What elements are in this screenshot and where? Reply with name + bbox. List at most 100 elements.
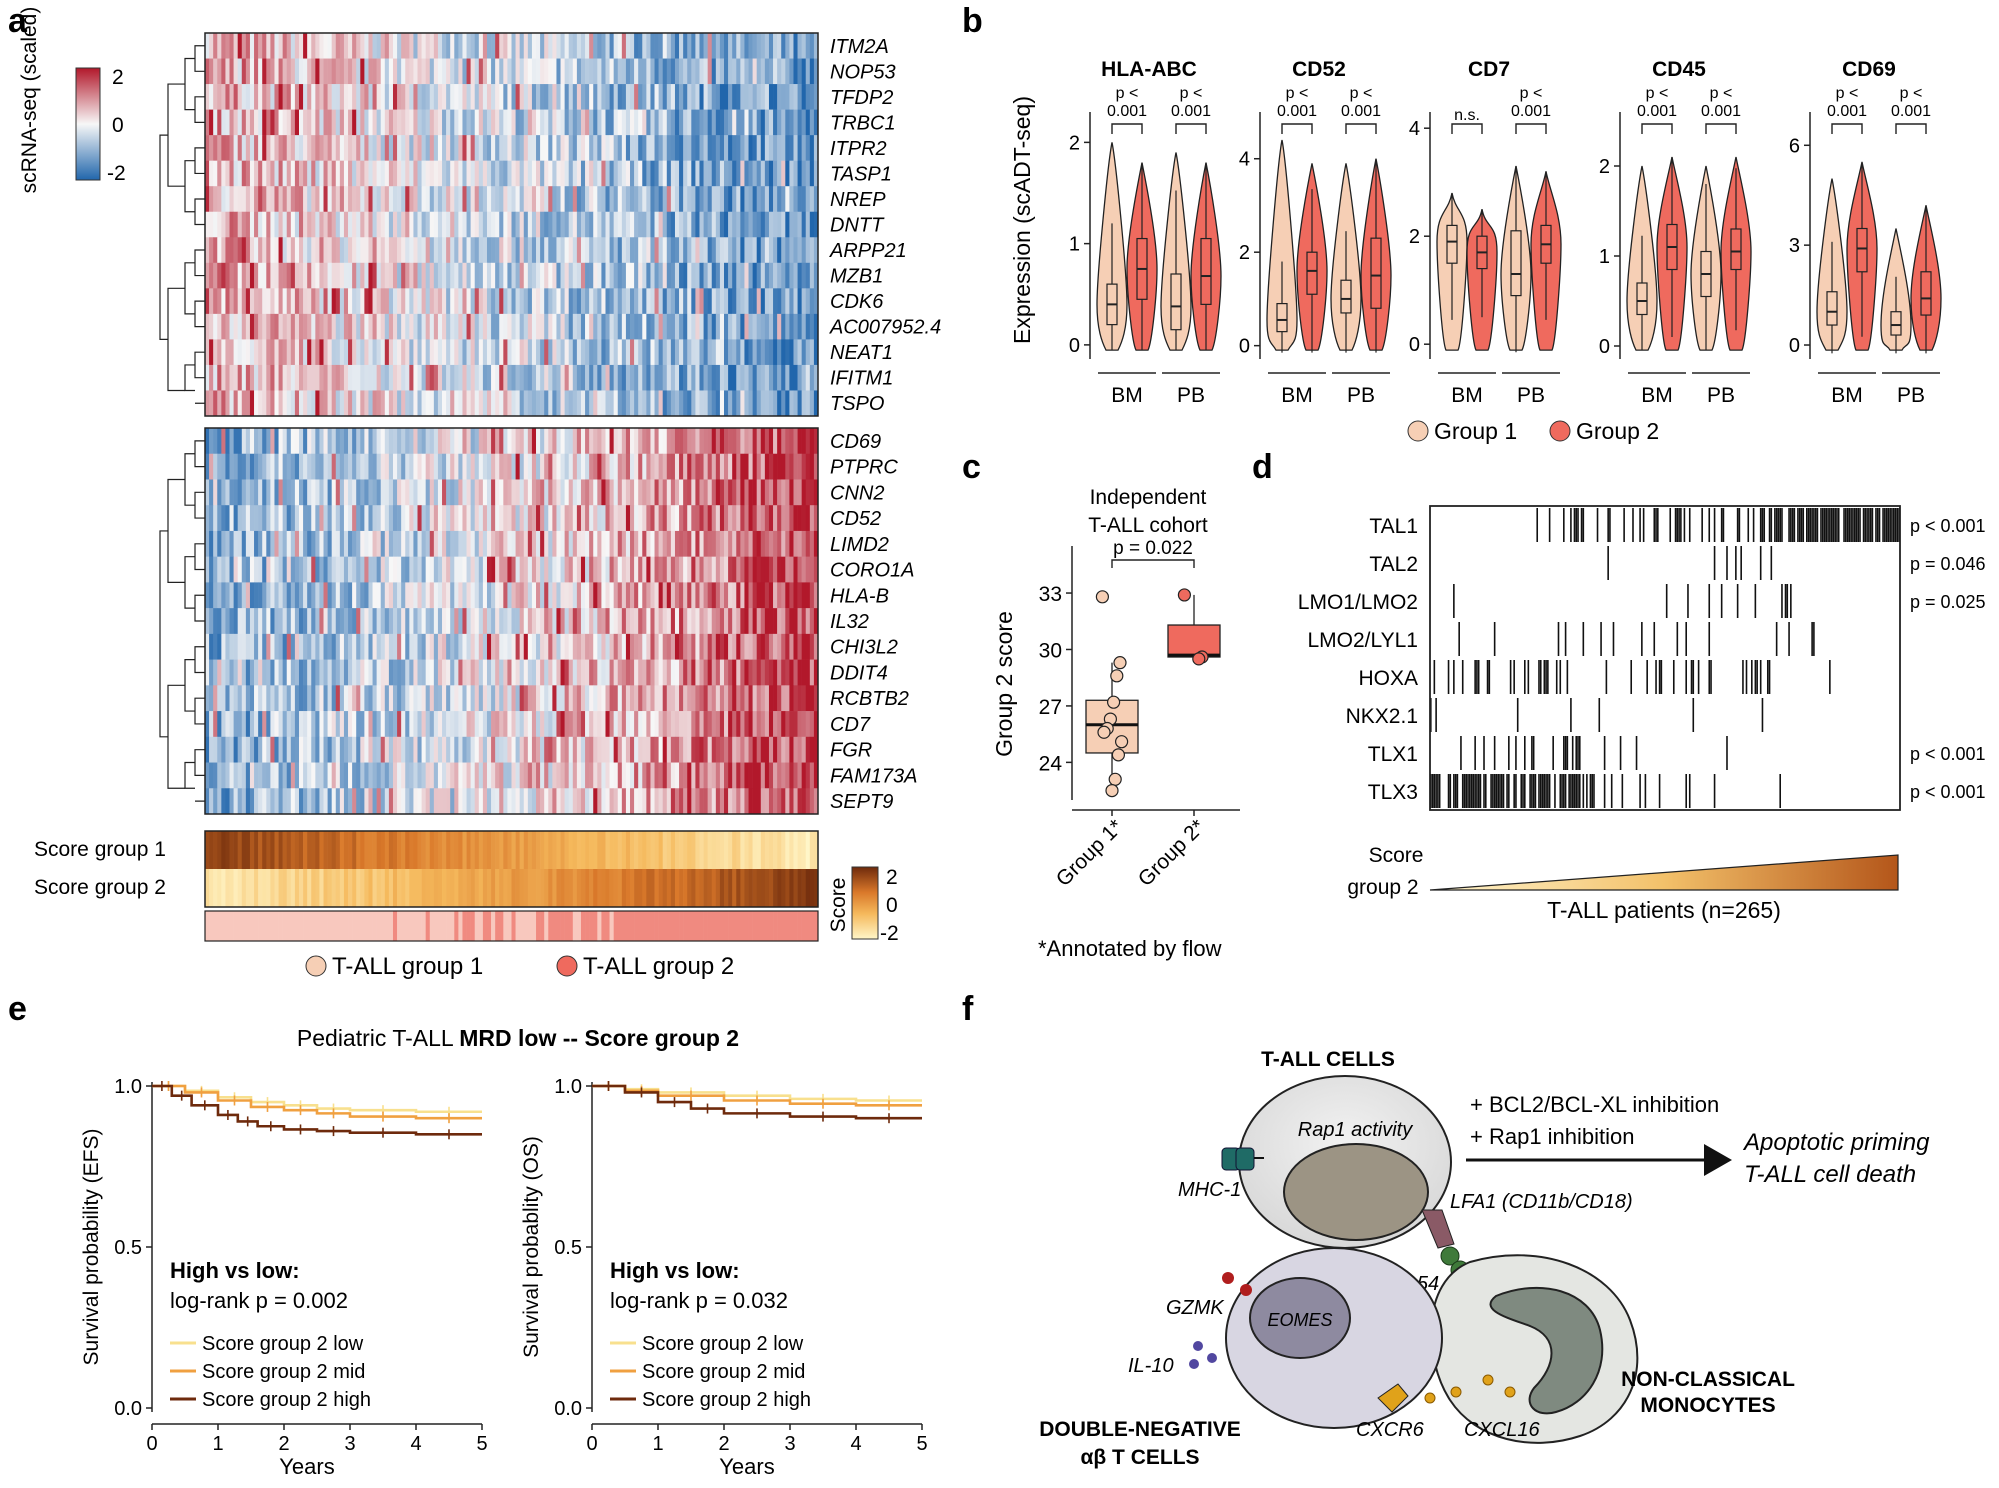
heatmap-cell — [797, 479, 802, 506]
heatmap-cell — [773, 479, 778, 506]
score-cell — [691, 831, 696, 869]
heatmap-cell — [777, 58, 782, 85]
heatmap-cell — [241, 505, 247, 532]
heatmap-cell — [687, 788, 692, 815]
heatmap-cell — [458, 582, 463, 609]
heatmap-cell — [376, 711, 382, 738]
heatmap-cell — [225, 160, 230, 187]
heatmap-cell — [630, 390, 635, 417]
dendrogram-branch — [184, 556, 195, 609]
heatmap-cell — [213, 288, 218, 315]
heatmap-cell — [454, 582, 459, 609]
heatmap-cell — [556, 453, 561, 480]
heatmap-cell — [274, 390, 279, 417]
heatmap-cell — [813, 84, 819, 110]
heatmap-cell — [662, 33, 668, 59]
heatmap-cell — [793, 339, 798, 366]
heatmap-cell — [315, 160, 320, 187]
heatmap-cell — [482, 711, 488, 738]
heatmap-cell — [585, 390, 590, 417]
heatmap-cell — [544, 659, 549, 686]
heatmap-cell — [662, 608, 668, 635]
heatmap-cell — [437, 109, 443, 136]
heatmap-cell — [638, 633, 643, 660]
heatmap-cell — [813, 237, 819, 264]
heatmap-cell — [262, 211, 267, 238]
score-cell — [392, 869, 398, 907]
heatmap-cell — [523, 685, 529, 712]
group-cell — [446, 911, 451, 941]
score-cell — [813, 831, 819, 869]
heatmap-cell — [732, 364, 737, 391]
heatmap-cell — [401, 479, 406, 506]
heatmap-cell — [233, 288, 238, 315]
heatmap-cell — [580, 33, 586, 59]
heatmap-cell — [785, 390, 790, 417]
heatmap-cell — [205, 390, 210, 417]
heatmap-cell — [556, 262, 561, 289]
heatmap-cell — [221, 211, 226, 238]
heatmap-cell — [470, 453, 476, 480]
heatmap-cell — [601, 58, 606, 85]
heatmap-cell — [683, 364, 688, 391]
heatmap-cell — [417, 186, 422, 213]
heatmap-cell — [813, 109, 819, 136]
heatmap-cell — [249, 453, 255, 480]
heatmap-cell — [621, 736, 627, 763]
heatmap-cell — [613, 711, 619, 738]
heatmap-cell — [274, 505, 279, 532]
heatmap-cell — [809, 428, 815, 455]
heatmap-cell — [552, 582, 557, 609]
heatmap-cell — [662, 313, 668, 340]
heatmap-cell — [597, 453, 602, 480]
heatmap-cell — [233, 788, 238, 815]
heatmap-cell — [245, 313, 251, 340]
heatmap-cell — [507, 788, 512, 815]
heatmap-cell — [270, 530, 275, 557]
heatmap-cell — [503, 788, 508, 815]
score-cell — [777, 831, 782, 869]
heatmap-cell — [282, 479, 288, 506]
heatmap-cell — [217, 109, 222, 136]
heatmap-cell — [450, 160, 455, 187]
heatmap-cell — [634, 608, 639, 635]
score-cell — [801, 831, 807, 869]
heatmap-cell — [478, 160, 484, 187]
heatmap-cell — [699, 788, 704, 815]
heatmap-cell — [601, 186, 606, 213]
heatmap-cell — [536, 659, 541, 686]
heatmap-cell — [352, 211, 357, 238]
heatmap-cell — [217, 186, 222, 213]
heatmap-cell — [454, 390, 459, 417]
heatmap-cell — [254, 84, 259, 110]
heatmap-cell — [764, 659, 770, 686]
heatmap-cell — [217, 364, 222, 391]
heatmap-cell — [662, 237, 668, 264]
heatmap-cell — [360, 556, 365, 583]
heatmap-cell — [736, 633, 741, 660]
heatmap-cell — [311, 237, 316, 264]
score-cell — [621, 831, 627, 869]
score-cell — [719, 869, 725, 907]
heatmap-cell — [495, 428, 500, 455]
heatmap-cell — [691, 505, 696, 532]
heatmap-cell — [789, 160, 794, 187]
heatmap-cell — [409, 788, 414, 815]
heatmap-cell — [585, 186, 590, 213]
score-cell — [593, 869, 598, 907]
heatmap-cell — [298, 659, 304, 686]
score-cell — [348, 831, 353, 869]
heatmap-cell — [654, 262, 659, 289]
heatmap-cell — [356, 479, 361, 506]
score-cell — [262, 869, 267, 907]
heatmap-cell — [339, 428, 345, 455]
heatmap-cell — [670, 109, 676, 136]
heatmap-cell — [417, 428, 422, 455]
heatmap-cell — [601, 633, 606, 660]
heatmap-cell — [719, 762, 725, 789]
heatmap-cell — [221, 364, 226, 391]
heatmap-cell — [262, 135, 267, 161]
heatmap-cell — [470, 390, 476, 417]
heatmap-cell — [458, 685, 463, 712]
heatmap-cell — [462, 364, 467, 391]
